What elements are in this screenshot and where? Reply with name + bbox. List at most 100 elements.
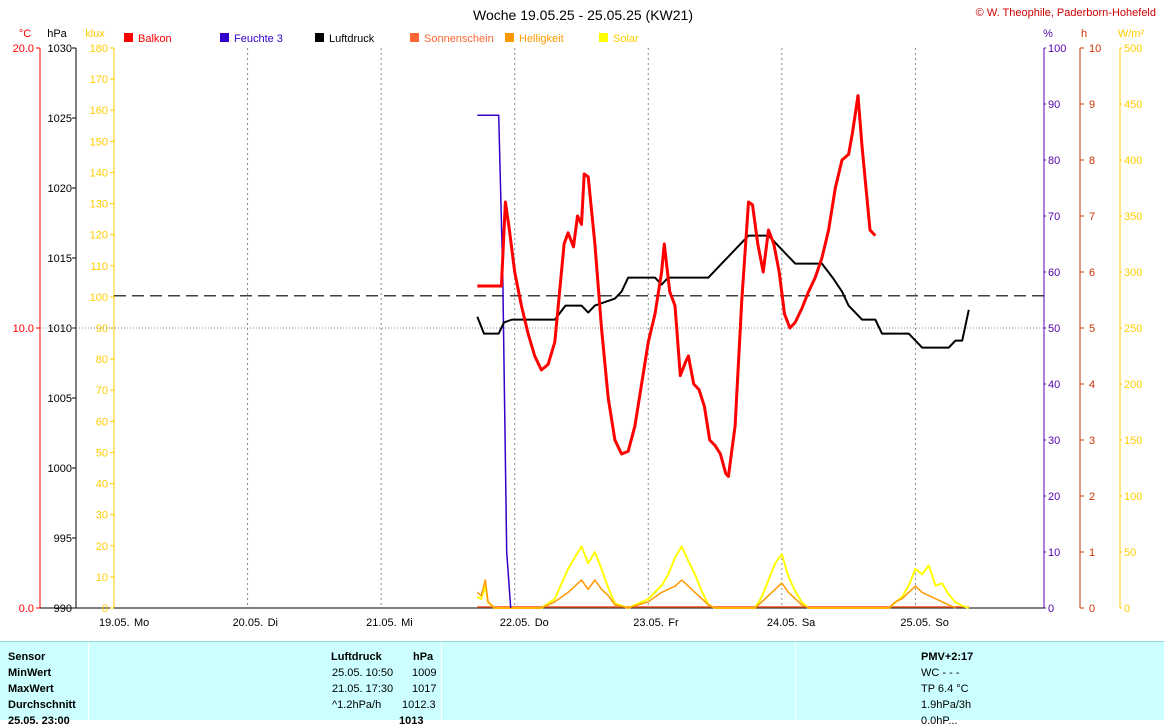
klux-tick-label: 150 [90, 136, 108, 148]
info-partial-right: 0.0hP... [921, 715, 958, 727]
axes-layer: 20.010.00.010301025102010151010100510009… [13, 43, 1143, 629]
klux-tick-label: 30 [96, 510, 108, 522]
info-partial-label: 25.05. 23:00 [8, 715, 70, 727]
celsius-tick-label: 20.0 [13, 43, 34, 55]
klux-unit: klux [85, 28, 105, 40]
solar-tick-label: 100 [1124, 491, 1142, 503]
series-line-feuchte-3 [477, 114, 512, 609]
hours-tick-label: 1 [1089, 547, 1095, 559]
info-luftdruck-col: Luftdruck hPa 25.05. 10:50 1009 21.05. 1… [88, 642, 442, 727]
hours-tick-label: 2 [1089, 491, 1095, 503]
klux-tick-label: 180 [90, 43, 108, 55]
info-tp: TP 6.4 °C [921, 683, 969, 695]
percent-tick-label: 90 [1048, 99, 1060, 111]
hpa-tick-label: 1025 [48, 113, 72, 125]
hours-tick-label: 8 [1089, 155, 1095, 167]
hpa-tick-label: 995 [54, 533, 72, 545]
x-day-label: Do [535, 617, 549, 629]
legend-swatch-sonnenschein [410, 33, 419, 42]
hours-tick-label: 10 [1089, 43, 1101, 55]
solar-tick-label: 50 [1124, 547, 1136, 559]
legend-swatch-solar [599, 33, 608, 42]
solar-unit: W/m² [1118, 28, 1145, 40]
info-max-time: 21.05. 17:30 [332, 683, 394, 695]
info-avg-label: Durchschnitt [8, 699, 76, 711]
hours-tick-label: 9 [1089, 99, 1095, 111]
solar-tick-label: 500 [1124, 43, 1142, 55]
solar-tick-label: 0 [1124, 603, 1130, 615]
info-panel: Sensor MinWert MaxWert Durchschnitt 25.0… [0, 641, 1164, 727]
hours-tick-label: 7 [1089, 211, 1095, 223]
klux-tick-label: 170 [90, 74, 108, 86]
klux-tick-label: 60 [96, 416, 108, 428]
solar-tick-label: 350 [1124, 211, 1142, 223]
solar-tick-label: 150 [1124, 435, 1142, 447]
info-trend: ^1.2hPa/h [332, 699, 382, 711]
hpa-tick-label: 1005 [48, 393, 72, 405]
percent-unit: % [1043, 28, 1053, 40]
hpa-tick-label: 1010 [48, 323, 72, 335]
hpa-tick-label: 1000 [48, 463, 72, 475]
percent-tick-label: 50 [1048, 323, 1060, 335]
legend-label-sonnenschein: Sonnenschein [424, 33, 494, 45]
info-pmv: PMV+2:17 [921, 651, 974, 663]
percent-tick-label: 70 [1048, 211, 1060, 223]
hours-tick-label: 3 [1089, 435, 1095, 447]
x-day-label: Sa [802, 617, 816, 629]
info-last-value: 1013 [399, 715, 424, 727]
series-line-luftdruck [476, 234, 970, 349]
series-line-helligkeit [476, 579, 956, 609]
percent-tick-label: 80 [1048, 155, 1060, 167]
legend: Balkon Feuchte 3 Luftdruck Sonnenschein … [124, 33, 639, 45]
x-day-label: Di [268, 617, 278, 629]
solar-tick-label: 400 [1124, 155, 1142, 167]
percent-tick-label: 20 [1048, 491, 1060, 503]
klux-tick-label: 10 [96, 572, 108, 584]
hours-tick-label: 6 [1089, 267, 1095, 279]
klux-tick-label: 20 [96, 541, 108, 553]
hours-tick-label: 0 [1089, 603, 1095, 615]
legend-swatch-balkon [124, 33, 133, 42]
info-min-value: 1009 [412, 667, 437, 679]
series-layer [476, 94, 970, 609]
info-min-label: MinWert [8, 667, 52, 679]
x-date-label: 19.05. [99, 617, 130, 629]
info-unit-header: hPa [413, 651, 434, 663]
series-line-solar [476, 545, 970, 609]
info-pressure-trend: 1.9hPa/3h [921, 699, 972, 711]
x-day-label: Fr [668, 617, 679, 629]
series-line-balkon [477, 94, 877, 478]
klux-tick-label: 130 [90, 199, 108, 211]
klux-tick-label: 0 [102, 603, 108, 615]
x-date-label: 20.05. [233, 617, 264, 629]
percent-tick-label: 100 [1048, 43, 1066, 55]
klux-tick-label: 120 [90, 230, 108, 242]
celsius-tick-label: 10.0 [13, 323, 34, 335]
percent-tick-label: 40 [1048, 379, 1060, 391]
info-wc: WC - - - [921, 667, 960, 679]
info-avg-value: 1012.3 [402, 699, 436, 711]
hpa-unit: hPa [47, 28, 67, 40]
solar-tick-label: 300 [1124, 267, 1142, 279]
solar-tick-label: 250 [1124, 323, 1142, 335]
info-labels-col: Sensor MinWert MaxWert Durchschnitt 25.0… [0, 642, 88, 727]
celsius-unit: °C [19, 28, 31, 40]
weather-chart: Woche 19.05.25 - 25.05.25 (KW21) © W. Th… [13, 7, 1156, 629]
legend-swatch-luftdruck [315, 33, 324, 42]
legend-swatch-feuchte [220, 33, 229, 42]
chart-title: Woche 19.05.25 - 25.05.25 (KW21) [473, 7, 693, 23]
klux-tick-label: 70 [96, 385, 108, 397]
legend-label-luftdruck: Luftdruck [329, 33, 375, 45]
x-day-label: Mo [134, 617, 149, 629]
legend-label-balkon: Balkon [138, 33, 172, 45]
hpa-tick-label: 1020 [48, 183, 72, 195]
x-date-label: 22.05. [500, 617, 531, 629]
legend-label-solar: Solar [613, 33, 639, 45]
x-date-label: 23.05. [633, 617, 664, 629]
legend-label-feuchte: Feuchte 3 [234, 33, 283, 45]
klux-tick-label: 100 [90, 292, 108, 304]
percent-tick-label: 0 [1048, 603, 1054, 615]
percent-tick-label: 10 [1048, 547, 1060, 559]
grid-layer [40, 48, 1044, 608]
klux-tick-label: 90 [96, 323, 108, 335]
